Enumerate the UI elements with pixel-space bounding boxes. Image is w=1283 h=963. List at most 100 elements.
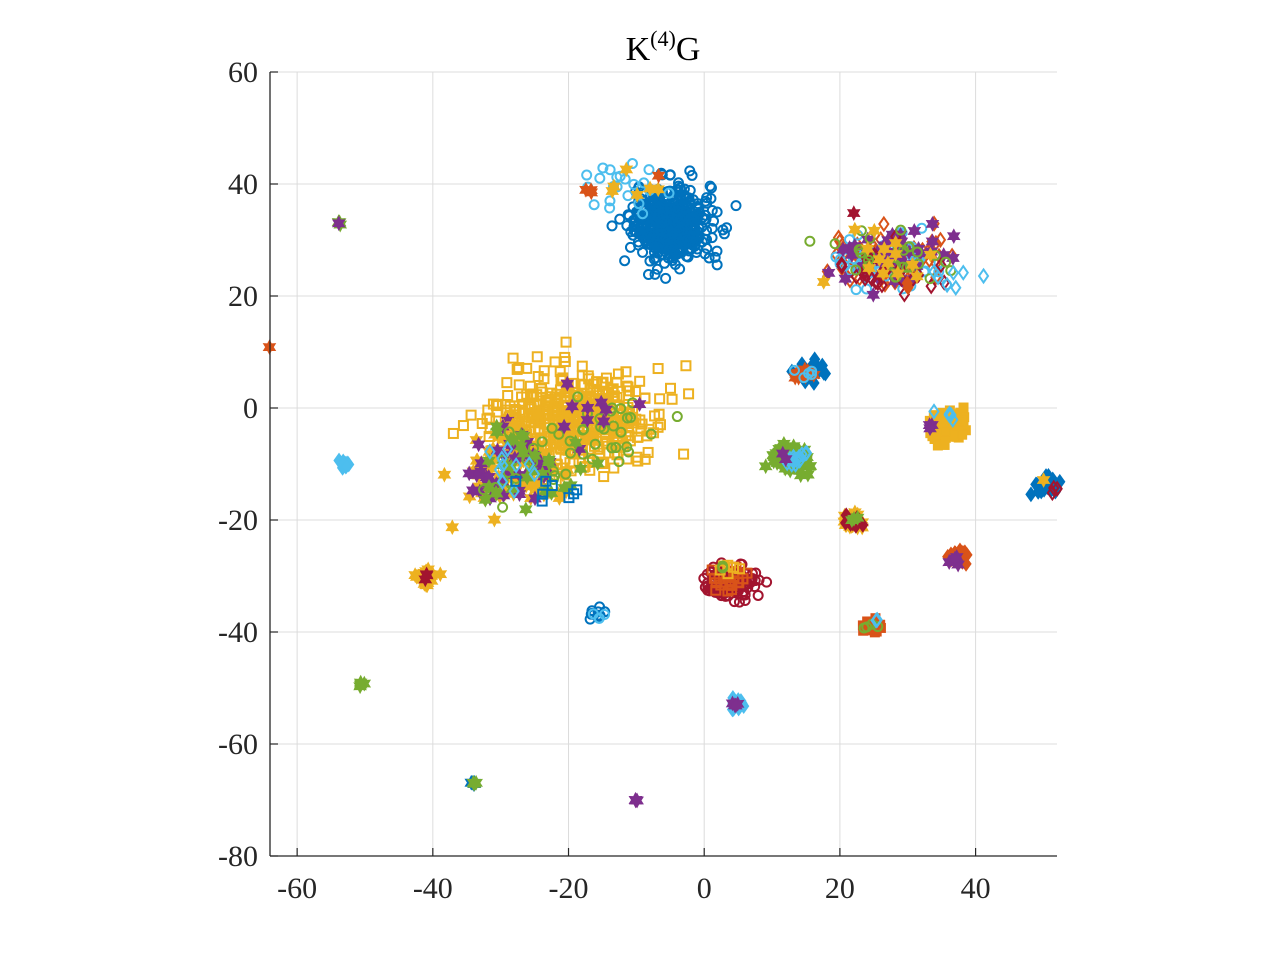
point-circle-open-green bbox=[645, 428, 657, 440]
point-diamond-open-orange bbox=[878, 215, 890, 233]
x-tick-label: 40 bbox=[961, 872, 991, 905]
point-circle-open-green bbox=[546, 422, 558, 434]
point-diamond-open-cyan bbox=[484, 443, 496, 460]
point-hexagram-yellow bbox=[643, 180, 657, 197]
point-hexagram-red bbox=[419, 566, 434, 583]
point-square-open-yellow bbox=[492, 398, 504, 410]
point-hexagram-yellow bbox=[876, 265, 891, 282]
point-circle-open-red bbox=[761, 576, 773, 588]
point-diamond-open-red bbox=[935, 256, 947, 274]
point-square-open-yellow bbox=[632, 455, 644, 467]
point-circle-open-cyan bbox=[614, 170, 626, 182]
point-circle-open-cyan bbox=[637, 208, 649, 220]
point-square-open-blue bbox=[571, 484, 583, 496]
point-hexagram-green bbox=[568, 434, 583, 451]
x-tick-label: -60 bbox=[277, 872, 317, 905]
point-square-open-yellow bbox=[560, 391, 572, 403]
point-circle-open-green bbox=[621, 441, 633, 453]
point-hexagram-yellow bbox=[816, 274, 831, 290]
point-diamond-open-cyan bbox=[493, 461, 506, 479]
point-circle-open-green bbox=[606, 442, 618, 454]
point-hexagram-purple bbox=[331, 215, 346, 232]
point-circle-open-green bbox=[536, 436, 548, 448]
axes bbox=[269, 71, 1057, 857]
point-circle-open-blue bbox=[705, 182, 717, 194]
point-circle-open-blue bbox=[640, 236, 652, 248]
point-hexagram-orange bbox=[584, 184, 599, 201]
x-tick-labels: -60 -40 -20 0 20 40 bbox=[277, 872, 990, 905]
point-square-open-yellow bbox=[531, 351, 543, 363]
point-hexagram-yellow bbox=[890, 265, 905, 282]
point-square-open-yellow bbox=[665, 382, 677, 394]
point-square-open-yellow bbox=[611, 376, 623, 388]
point-circle-open-cyan bbox=[643, 164, 655, 176]
point-circle-open-blue bbox=[627, 214, 639, 226]
point-square-open-yellow bbox=[583, 431, 595, 443]
point-square-open-yellow bbox=[680, 360, 692, 372]
point-hexagram-green bbox=[519, 501, 533, 518]
point-hexagram-yellow bbox=[651, 181, 665, 198]
point-diamond-open-cyan bbox=[870, 612, 882, 629]
point-circle-open-cyan bbox=[788, 364, 800, 376]
point-diamond-open-red bbox=[869, 273, 882, 291]
point-circle-open-blue bbox=[673, 225, 685, 237]
point-circle-open-green bbox=[861, 621, 873, 633]
point-hexagram-purple bbox=[462, 465, 477, 482]
point-diamond-open-orange bbox=[832, 229, 845, 246]
point-hexagram-purple bbox=[580, 399, 595, 416]
point-diamond-open-cyan bbox=[528, 465, 541, 483]
point-diamond-open-cyan bbox=[977, 267, 990, 285]
point-circle-open-blue bbox=[667, 227, 679, 239]
point-circle-open-cyan bbox=[626, 158, 638, 170]
point-square-open-yellow bbox=[649, 410, 661, 422]
point-circle-open-blue bbox=[711, 245, 723, 257]
point-square-open-yellow bbox=[635, 425, 647, 437]
point-square-open-yellow bbox=[678, 448, 690, 460]
point-square-yellow bbox=[940, 426, 951, 437]
point-circle-open-blue bbox=[621, 220, 633, 232]
point-circle-open-green bbox=[671, 411, 683, 423]
y-tick-label: 60 bbox=[228, 56, 258, 89]
point-square-open-yellow bbox=[611, 391, 623, 403]
point-square-open-yellow bbox=[529, 426, 541, 438]
point-diamond-open-cyan bbox=[947, 411, 959, 429]
point-hexagram-yellow bbox=[923, 246, 938, 263]
x-tick-label: -40 bbox=[413, 872, 453, 905]
point-diamond-open-cyan bbox=[943, 405, 956, 423]
point-hexagram-purple bbox=[948, 550, 962, 567]
point-square-open-yellow bbox=[555, 443, 567, 455]
point-hexagram-yellow bbox=[607, 178, 621, 195]
point-square-open-yellow bbox=[457, 420, 469, 432]
point-circle-open-green bbox=[502, 466, 514, 478]
y-tick-label: -80 bbox=[218, 840, 258, 873]
point-circle-open-blue bbox=[653, 212, 665, 224]
point-hexagram-purple bbox=[778, 451, 793, 468]
point-circle-open-cyan bbox=[581, 169, 593, 181]
chart-title: K(4)G bbox=[626, 26, 701, 68]
point-circle-open-red bbox=[728, 596, 740, 608]
point-hexagram-purple bbox=[580, 412, 595, 428]
point-circle-open-blue bbox=[673, 177, 685, 189]
point-hexagram-purple bbox=[632, 396, 647, 412]
point-circle-open-green bbox=[547, 465, 559, 477]
point-square-open-yellow bbox=[528, 391, 540, 403]
point-diamond-open-cyan bbox=[496, 473, 509, 491]
point-circle-open-blue bbox=[664, 203, 676, 215]
point-hexagram-yellow bbox=[437, 466, 452, 483]
point-square-open-blue bbox=[537, 488, 549, 500]
point-circle-open-blue bbox=[697, 212, 709, 224]
point-circle-open-blue bbox=[711, 259, 723, 271]
point-circle-open-green bbox=[895, 224, 907, 236]
point-circle-open-blue bbox=[708, 215, 720, 227]
point-diamond-open-cyan bbox=[501, 440, 514, 458]
point-circle-open-blue bbox=[721, 222, 733, 234]
point-circle-open-green bbox=[623, 446, 635, 458]
point-square-open-yellow bbox=[652, 363, 664, 375]
point-diamond-blue bbox=[818, 365, 830, 381]
point-square-open-yellow bbox=[576, 360, 588, 372]
point-diamond-blue bbox=[1032, 484, 1044, 500]
point-circle-open-green bbox=[911, 246, 923, 258]
point-circle-open-blue bbox=[689, 240, 701, 252]
point-hexagram-purple bbox=[729, 697, 743, 714]
point-hexagram-yellow bbox=[872, 251, 887, 268]
